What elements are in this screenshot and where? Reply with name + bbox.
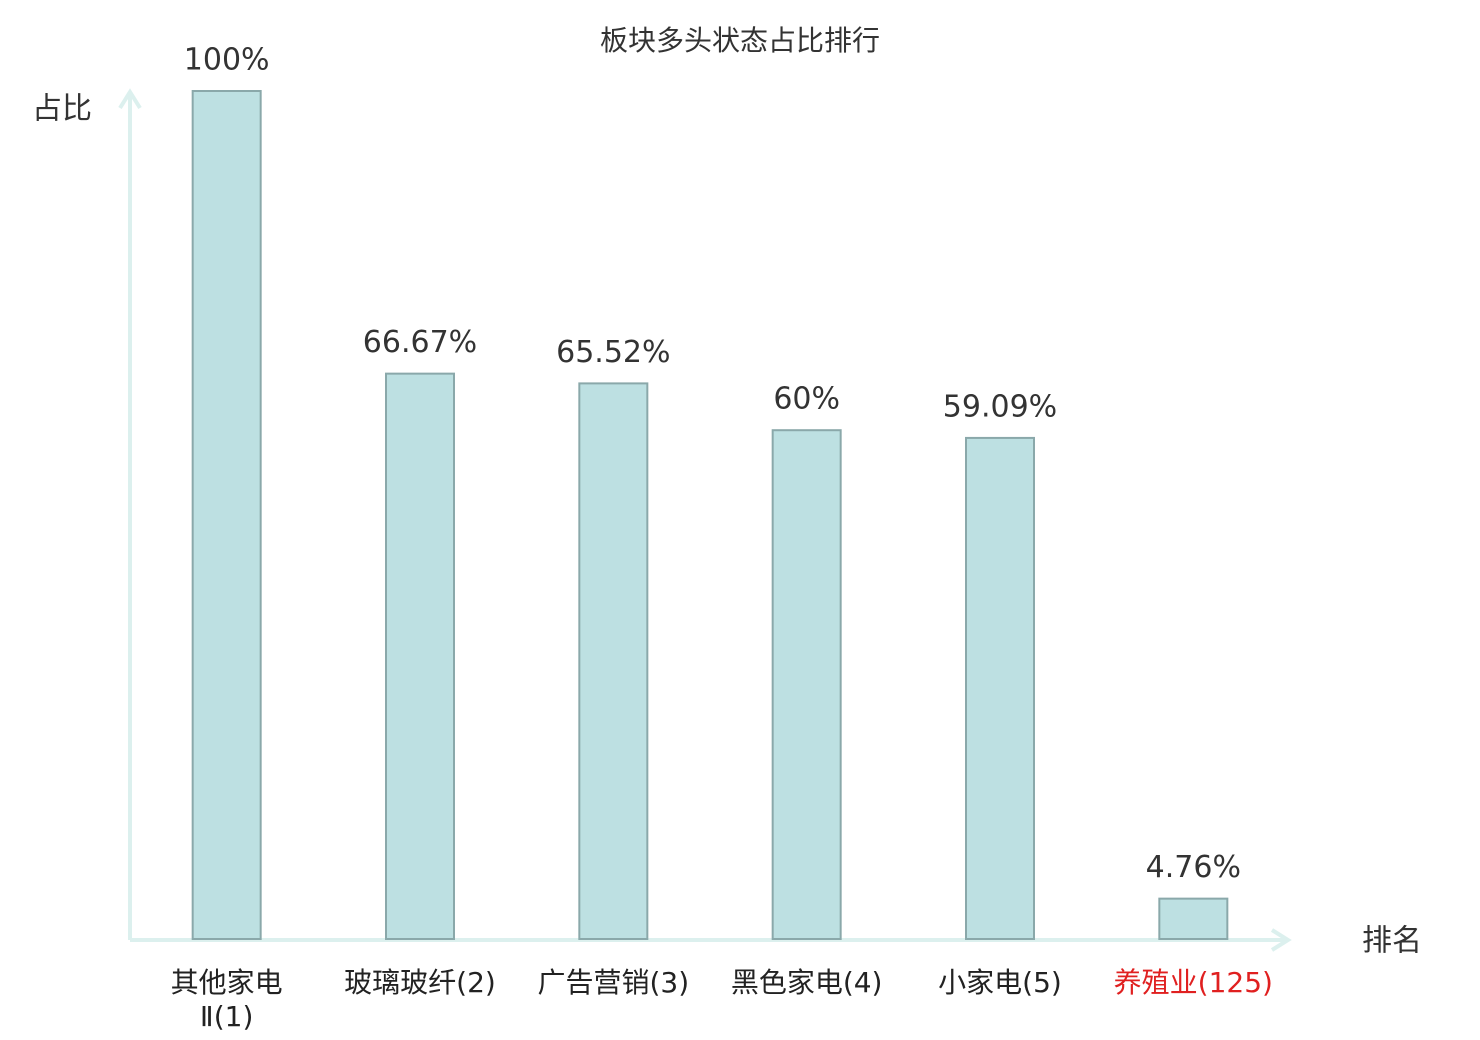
value-label: 66.67%: [363, 325, 477, 360]
bar: [191, 90, 262, 940]
value-label: 59.09%: [943, 389, 1057, 424]
value-label: 100%: [184, 43, 270, 78]
bar: [1158, 897, 1229, 940]
x-tick-label: 其他家电Ⅱ(1): [170, 966, 283, 1033]
x-tick-label: 小家电(5): [938, 966, 1062, 999]
value-label: 65.52%: [556, 335, 670, 370]
axes: [118, 88, 1292, 952]
value-label: 60%: [773, 382, 840, 417]
x-axis-label: 排名: [1362, 924, 1422, 959]
bar: [385, 372, 455, 940]
x-tick-label: 养殖业(125): [1113, 966, 1273, 999]
y-axis-label: 占比: [32, 92, 92, 127]
bar: [578, 382, 649, 941]
bar: [771, 429, 842, 940]
x-tick-label: 黑色家电(4): [730, 966, 883, 999]
bar: [965, 436, 1035, 940]
value-label: 4.76%: [1146, 850, 1241, 885]
x-tick-label: 广告营销(3): [537, 966, 690, 999]
x-tick-label: 玻璃玻纤(2): [344, 966, 496, 999]
chart-title: 板块多头状态占比排行: [600, 24, 880, 57]
